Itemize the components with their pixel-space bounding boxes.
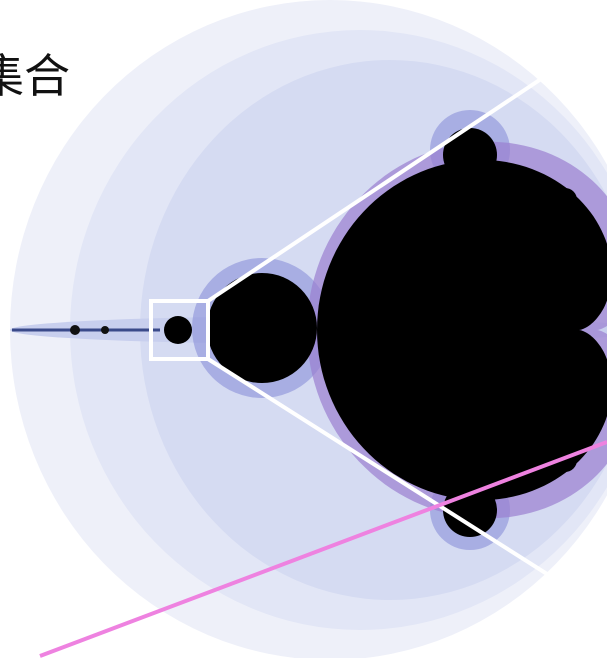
mini-bulb	[101, 326, 109, 334]
period-2-bulb	[207, 273, 317, 383]
fractal	[70, 110, 607, 550]
mini-bulb	[70, 325, 80, 335]
small-bulb	[164, 316, 192, 344]
top-bulb	[443, 128, 497, 182]
zoom-box	[149, 299, 210, 361]
zoom-line	[206, 33, 607, 303]
zoom-line	[206, 357, 607, 614]
pink-line	[39, 440, 607, 658]
cardioid	[317, 159, 607, 501]
caption: 集合	[0, 49, 70, 103]
bottom-bulb	[443, 483, 497, 537]
side-bulb	[553, 188, 577, 212]
